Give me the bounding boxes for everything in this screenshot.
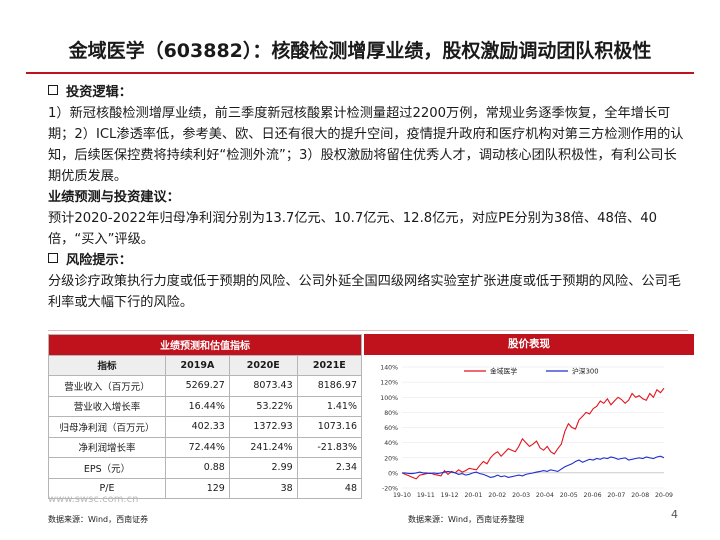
table-cell: 38 [228,477,298,499]
table-row: EPS（元） 0.88 2.99 2.34 [48,457,363,479]
table-row-label: 营业收入（百万元） [48,375,166,397]
x-tick-label: 19-11 [417,492,435,499]
chart-source-note: 数据来源：Wind，西南证券整理 [408,515,525,524]
y-tick-label: 0% [388,470,398,477]
table-row: 归母净利润（百万元） 402.33 1372.93 1073.16 [48,416,363,438]
table-cell: 8073.43 [228,375,298,397]
forecast-text: 预计2020-2022年归母净利润分别为13.7亿元、10.7亿元、12.8亿元… [48,211,658,247]
x-tick-label: 20-07 [607,492,625,499]
y-tick-label: 120% [380,380,398,387]
x-tick-label: 20-04 [536,492,554,499]
table-header-cell: 2020E [228,354,298,376]
table-title: 业绩预测和估值指标 [48,334,362,356]
x-tick-label: 20-09 [655,492,673,499]
table-header-cell: 指标 [48,354,166,376]
y-tick-label: 40% [384,440,398,447]
y-tick-label: -20% [382,486,398,493]
x-tick-label: 20-03 [512,492,530,499]
forecast-table: 业绩预测和估值指标 指标 2019A 2020E 2021E 营业收入（百万元）… [48,334,363,499]
series-line-jinyu [401,387,665,480]
x-tick-label: 20-01 [464,492,482,499]
x-tick-label: 20-02 [488,492,506,499]
x-tick-label: 19-10 [393,492,411,499]
table-cell: 1073.16 [296,416,363,438]
table-row-label: EPS（元） [48,457,166,479]
x-tick-label: 19-12 [441,492,459,499]
table-cell: 1372.93 [228,416,298,438]
page-number: 4 [671,508,678,521]
logic-heading: 投资逻辑： [48,82,688,103]
table-cell: 2.34 [296,457,363,479]
y-tick-label: 60% [384,425,398,432]
table-cell: -21.83% [296,436,363,458]
table-cell: 16.44% [165,395,230,417]
table-row-label: 归母净利润（百万元） [48,416,166,438]
table-cell: 48 [296,477,363,499]
table-row: P/E 129 38 48 [48,477,363,499]
y-tick-label: 140% [380,365,398,372]
table-cell: 1.41% [296,395,363,417]
legend-label: 沪深300 [572,367,599,376]
x-tick-label: 20-08 [631,492,649,499]
legend-label: 金域医学 [490,367,517,376]
table-cell: 241.24% [228,436,298,458]
table-cell: 72.44% [165,436,230,458]
table-cell: 2.99 [228,457,298,479]
table-row-label: 营业收入增长率 [48,395,166,417]
x-tick-label: 20-06 [584,492,602,499]
risk-heading: 风险提示： [48,250,688,271]
watermark: www.swsc.com.cn [48,494,139,505]
logic-text: 1）新冠核酸检测增厚业绩，前三季度新冠核酸累计检测量超过2200万例，常规业务逐… [48,106,684,184]
table-header-cell: 2021E [296,354,363,376]
stock-performance-chart: -20% 0% 20% 40% 60% 80% 100% 120% 140% 19-10 19-11… [380,365,673,500]
checkbox-square-icon [48,253,58,263]
risk-text: 分级诊疗政策执行力度或低于预期的风险、公司外延全国四级网络实验室扩张进度或低于预… [48,274,681,310]
series-line-hs300 [402,455,665,478]
table-row: 净利润增长率 72.44% 241.24% -21.83% [48,436,363,458]
table-cell: 5269.27 [165,375,230,397]
checkbox-square-icon [48,85,58,95]
table-row-label: 净利润增长率 [48,436,166,458]
y-tick-label: 100% [380,395,398,402]
x-tick-label: 20-05 [560,492,578,499]
table-row-label: P/E [48,477,166,499]
chart-panel-title: 股价表现 [364,334,694,355]
table-header-row: 指标 2019A 2020E 2021E [48,354,363,376]
table-row: 营业收入（百万元） 5269.27 8073.43 8186.97 [48,375,363,397]
table-source-note: 数据来源：Wind，西南证券 [48,515,149,524]
content-body: 投资逻辑： 1）新冠核酸检测增厚业绩，前三季度新冠核酸累计检测量超过2200万例… [48,82,688,313]
page-title: 金域医学（603882）：核酸检测增厚业绩，股权激励调动团队积极性 [68,40,652,62]
table-cell: 8186.97 [296,375,363,397]
section-divider [48,330,688,331]
table-cell: 402.33 [165,416,230,438]
y-tick-label: 80% [384,410,398,417]
table-cell: 0.88 [165,457,230,479]
table-cell: 53.22% [228,395,298,417]
forecast-heading: 业绩预测与投资建议： [48,190,180,205]
y-tick-label: 20% [384,455,398,462]
table-cell: 129 [165,477,230,499]
table-header-cell: 2019A [165,354,230,376]
table-row: 营业收入增长率 16.44% 53.22% 1.41% [48,395,363,417]
title-divider [26,72,694,74]
